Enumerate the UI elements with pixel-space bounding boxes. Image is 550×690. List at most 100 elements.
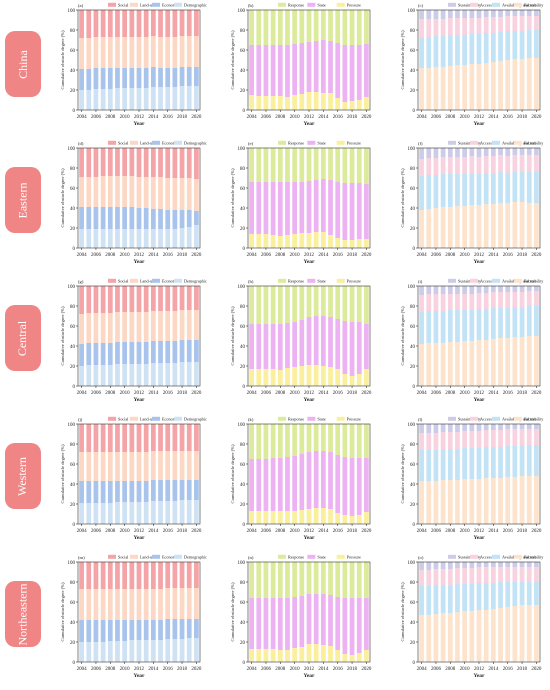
- bar-access-2015: [498, 292, 503, 308]
- bar-economic-2019: [186, 480, 192, 500]
- bar-state-2007: [270, 45, 276, 96]
- bar-availability-and-stability-2015: [498, 172, 503, 203]
- bar-social-2007: [100, 10, 106, 37]
- bar-sustainability-2008: [447, 10, 453, 18]
- bar-availability-and-stability-2008: [447, 174, 453, 207]
- bar-access-2016: [505, 292, 511, 308]
- bar-state-2006: [263, 182, 269, 234]
- bar-land-use-2015: [158, 37, 163, 68]
- bar-pressure-2005: [256, 96, 262, 110]
- x-tick-label: 2012: [474, 115, 485, 120]
- y-axis-title: Cumulative obstacle degree (%): [400, 444, 405, 504]
- y-tick-label: 80: [410, 167, 416, 172]
- bar-land-use-2011: [129, 312, 135, 342]
- bar-pressure-2014: [320, 232, 326, 248]
- bar-factors-2019: [526, 203, 532, 248]
- bar-economic-2012: [136, 481, 142, 502]
- bar-sustainability-2019: [526, 148, 532, 155]
- bar-availability-and-stability-2012: [476, 583, 482, 610]
- bar-factors-2014: [490, 339, 496, 386]
- x-tick-label: 2018: [177, 667, 188, 672]
- x-tick-label: 2014: [148, 667, 159, 672]
- panel-letter: (j): [78, 417, 83, 422]
- bar-economic-2020: [194, 340, 199, 362]
- y-tick-label: 0: [413, 385, 416, 390]
- y-tick-label: 40: [70, 345, 76, 350]
- bar-economic-2006: [93, 343, 99, 365]
- bar-factors-2004: [419, 68, 424, 110]
- bar-factors-2009: [455, 480, 460, 524]
- x-tick-label: 2010: [290, 115, 301, 120]
- region-tab: Western: [5, 443, 41, 509]
- bar-economic-2009: [115, 207, 120, 229]
- bar-state-2020: [364, 458, 369, 512]
- bar-access-2013: [483, 156, 489, 173]
- bar-availability-and-stability-2013: [483, 447, 489, 478]
- chart-panel-d: 0 20 40 60 80 100 2004 2006 2008 2010 2012 2014 2016…: [60, 140, 207, 265]
- bar-access-2007: [440, 432, 446, 449]
- bar-demographic-2005: [86, 229, 92, 248]
- bar-economic-2019: [186, 210, 192, 227]
- bar-state-2020: [364, 324, 369, 369]
- bar-response-2014: [320, 562, 326, 594]
- y-tick-label: 0: [73, 109, 76, 114]
- bar-sustainability-2013: [483, 10, 489, 17]
- x-tick-label: 2008: [105, 115, 116, 120]
- bar-availability-and-stability-2020: [534, 172, 539, 203]
- bar-access-2011: [469, 568, 475, 584]
- bar-response-2005: [256, 424, 262, 459]
- bar-demographic-2014: [150, 363, 156, 386]
- bar-availability-and-stability-2017: [512, 31, 518, 59]
- bar-access-2011: [469, 431, 475, 448]
- chart-panel-c: 0 20 40 60 80 100 2004 2006 2008 2010 2012 2014 2016…: [400, 2, 544, 127]
- bar-demographic-2014: [150, 640, 156, 662]
- bar-social-2015: [158, 10, 163, 37]
- legend-swatch-availability-and-stability: [492, 416, 500, 421]
- legend-swatch-factors: [514, 416, 522, 421]
- bar-availability-and-stability-2009: [455, 174, 460, 206]
- x-tick-label: 2008: [105, 253, 116, 258]
- x-tick-label: 2004: [77, 391, 88, 396]
- bar-response-2008: [277, 148, 283, 182]
- bar-demographic-2015: [158, 229, 163, 248]
- bar-availability-and-stability-2016: [505, 308, 511, 338]
- x-tick-label: 2016: [333, 253, 344, 258]
- y-tick-label: 80: [240, 167, 246, 172]
- bar-response-2012: [306, 562, 312, 594]
- region-tab: Eastern: [5, 167, 41, 233]
- bar-factors-2009: [455, 612, 460, 662]
- bar-availability-and-stability-2008: [447, 35, 453, 66]
- x-tick-label: 2018: [347, 253, 358, 258]
- bar-pressure-2014: [320, 93, 326, 110]
- bar-access-2004: [419, 433, 424, 450]
- bar-social-2020: [194, 10, 199, 36]
- bar-land-use-2014: [150, 36, 156, 67]
- bar-land-use-2010: [122, 589, 128, 620]
- bar-factors-2016: [505, 338, 511, 386]
- x-tick-label: 2010: [460, 667, 471, 672]
- bar-factors-2013: [483, 340, 489, 386]
- region-row-central: Central 0 20 40 60 80 100 2004 2006 2008 2010 2012 2…: [0, 276, 550, 414]
- bar-state-2008: [277, 45, 283, 96]
- bar-sustainability-2007: [440, 286, 446, 294]
- bar-access-2017: [512, 429, 518, 446]
- bar-factors-2009: [455, 206, 460, 248]
- bar-state-2006: [263, 45, 269, 96]
- bar-demographic-2004: [79, 503, 84, 524]
- bar-state-2010: [292, 44, 298, 95]
- x-tick-label: 2012: [474, 667, 485, 672]
- panel-letter: (l): [418, 417, 423, 422]
- bar-economic-2005: [86, 481, 92, 503]
- bar-land-use-2008: [107, 37, 113, 68]
- bar-factors-2011: [469, 611, 475, 662]
- bar-sustainability-2006: [433, 10, 439, 19]
- x-tick-label: 2004: [77, 115, 88, 120]
- bar-response-2010: [292, 424, 298, 456]
- y-tick-label: 80: [240, 443, 246, 448]
- bar-sustainability-2009: [455, 148, 460, 157]
- legend-swatch-economic: [152, 140, 160, 145]
- legend-label-availability-and-stability: Availability and stability: [502, 554, 544, 559]
- bar-social-2017: [172, 148, 178, 178]
- bar-social-2018: [179, 286, 185, 310]
